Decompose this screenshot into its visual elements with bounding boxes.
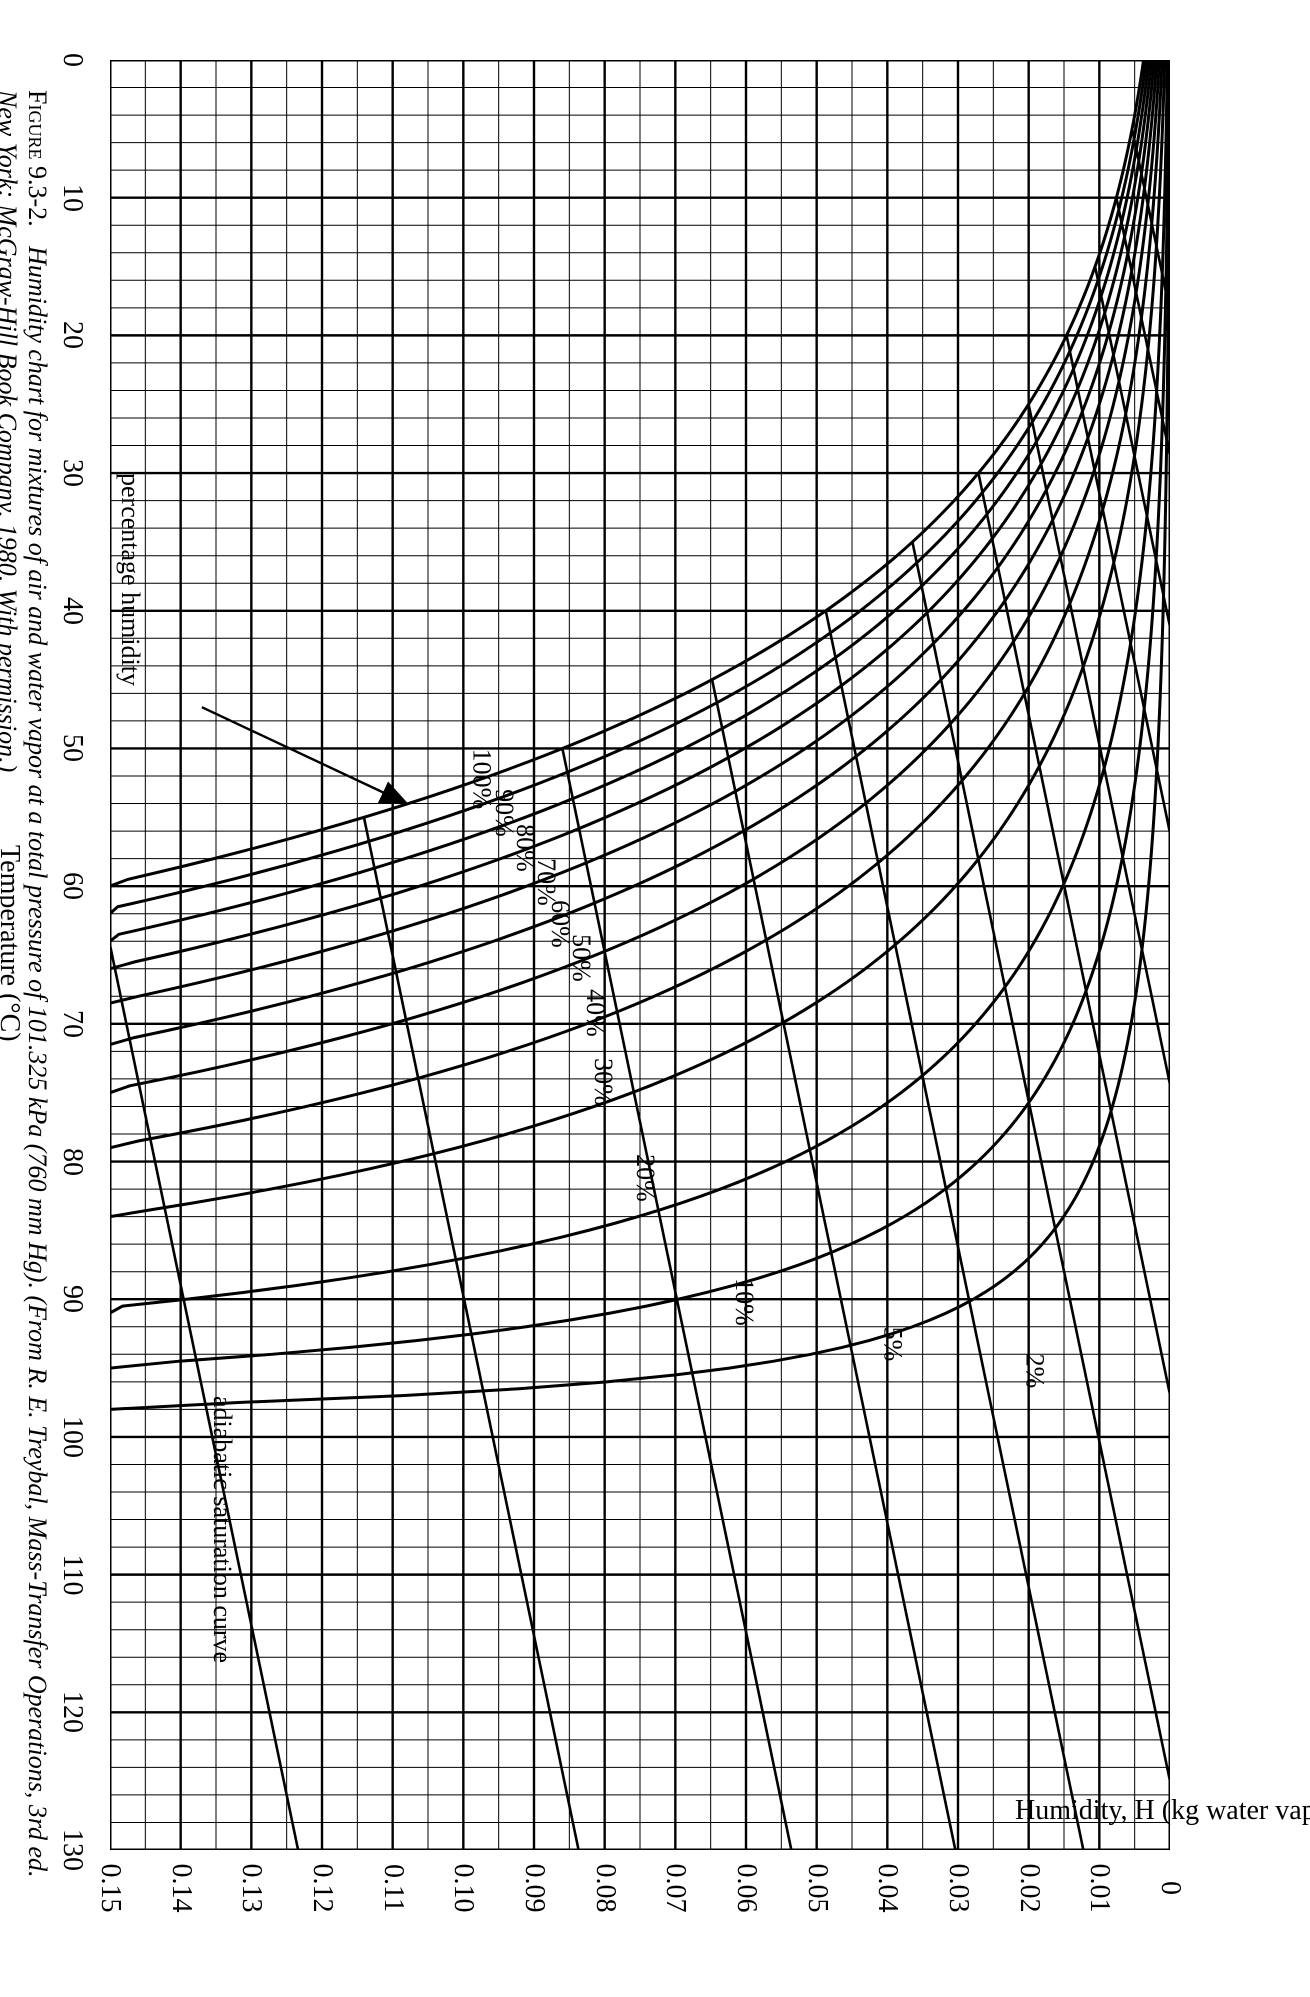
y-tick: 0.09: [518, 1864, 550, 1913]
y-tick: 0.05: [801, 1864, 833, 1913]
x-tick: 0: [56, 53, 88, 67]
y-tick: 0.14: [165, 1864, 197, 1913]
humidity-chart: [110, 60, 1170, 1850]
x-tick: 100: [56, 1416, 88, 1458]
pct-label-40: 40%: [580, 989, 610, 1037]
y-tick: 0.01: [1083, 1864, 1115, 1913]
y-tick: 0.10: [447, 1864, 479, 1913]
caption-italic: Humidity chart for mixtures of air and w…: [0, 90, 52, 1878]
pct-label-60: 60%: [545, 900, 575, 948]
figure-caption: Figure 9.3-2. Humidity chart for mixture…: [0, 90, 52, 1890]
y-axis-label: Humidity, H (kg water vapor/kg dry air): [940, 1795, 1310, 1827]
x-tick: 90: [56, 1285, 88, 1313]
y-tick: 0.11: [377, 1864, 409, 1912]
pct-label-2: 2%: [1019, 1354, 1049, 1389]
x-tick: 120: [56, 1691, 88, 1733]
x-tick: 60: [56, 872, 88, 900]
pct-humidity-annotation: percentage humidity: [115, 473, 145, 686]
chart-container: 0102030405060708090100110120130 00.010.0…: [110, 60, 1170, 1850]
y-tick: 0.04: [871, 1864, 903, 1913]
y-tick: 0.12: [306, 1864, 338, 1913]
x-tick: 80: [56, 1148, 88, 1176]
page: 0 10 20 30 40 50 60 70 80 90 100 110 120 130 0 0.01 0.0…: [0, 0, 1310, 1997]
x-tick: 30: [56, 459, 88, 487]
y-tick: 0.02: [1013, 1864, 1045, 1913]
x-tick: 50: [56, 734, 88, 762]
x-tick: 40: [56, 597, 88, 625]
y-tick: 0.06: [730, 1864, 762, 1913]
y-tick: 0.08: [589, 1864, 621, 1913]
adiabatic-annotation: adiabatic saturation curve: [207, 1396, 237, 1663]
y-tick: 0.15: [94, 1864, 126, 1913]
pct-label-100: 100%: [467, 749, 497, 810]
y-tick: 0.13: [235, 1864, 267, 1913]
y-tick: 0.07: [659, 1864, 691, 1913]
x-tick: 70: [56, 1010, 88, 1038]
x-tick: 20: [56, 321, 88, 349]
pct-label-30: 30%: [587, 1058, 617, 1106]
pct-label-20: 20%: [630, 1154, 660, 1202]
caption-prefix: Figure 9.3-2.: [23, 90, 52, 227]
x-tick: 110: [56, 1554, 88, 1595]
x-tick: 10: [56, 184, 88, 212]
x-tick: 130: [56, 1829, 88, 1871]
y-tick: 0: [1154, 1881, 1186, 1895]
y-tick: 0.03: [942, 1864, 974, 1913]
pct-label-5: 5%: [878, 1326, 908, 1361]
pct-label-10: 10%: [729, 1278, 759, 1326]
